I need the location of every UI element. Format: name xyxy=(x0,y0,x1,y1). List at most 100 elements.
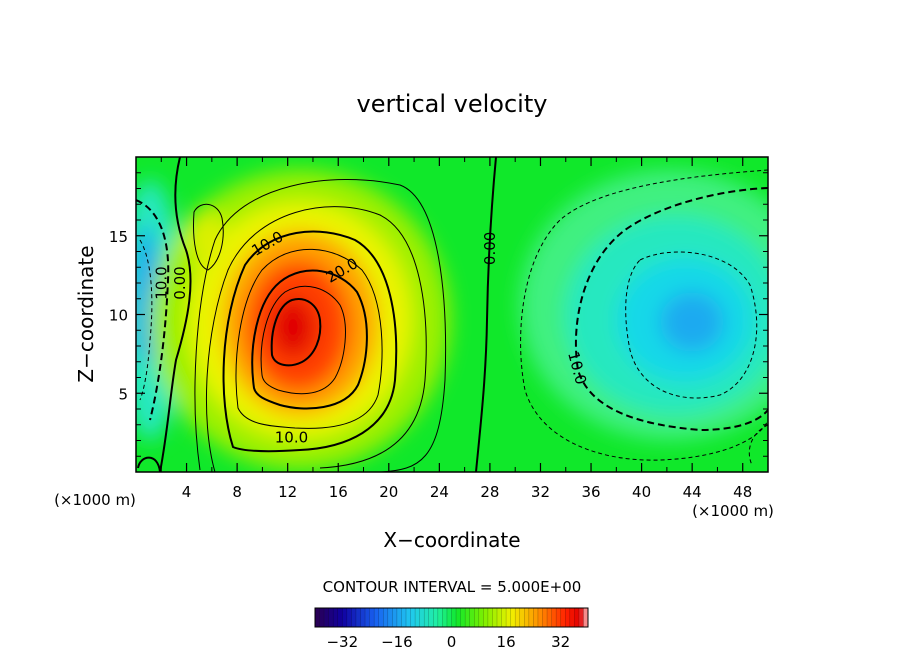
contour-5-updraft xyxy=(205,206,427,472)
velocity-field xyxy=(136,157,768,472)
colorbar-segment xyxy=(437,608,443,627)
colorbar-segment xyxy=(474,608,480,627)
colorbar-segment xyxy=(537,608,543,627)
x-unit-right: (×1000 m) xyxy=(692,502,774,520)
x-tick-label: 44 xyxy=(683,483,702,501)
colorbar-segment xyxy=(519,608,525,627)
colorbar-segment xyxy=(492,608,498,627)
colorbar-segment xyxy=(469,608,475,627)
colorbar-segment xyxy=(424,608,430,627)
colorbar-tick-label: 32 xyxy=(551,633,570,651)
colorbar-segment xyxy=(337,608,343,627)
colorbar-segment xyxy=(433,608,439,627)
colorbar-segment xyxy=(542,608,548,627)
chart-title: vertical velocity xyxy=(357,90,548,118)
colorbar-segment xyxy=(387,608,393,627)
contour-25-updraft xyxy=(260,285,346,395)
colorbar-segment xyxy=(497,608,502,627)
colorbar-segment xyxy=(501,608,507,627)
contour-30-updraft xyxy=(270,298,322,367)
colorbar-segment xyxy=(346,608,352,627)
colorbar-segment xyxy=(419,608,425,627)
x-tick-label: 48 xyxy=(733,483,752,501)
colorbar-segment xyxy=(415,608,420,627)
colorbar-segment xyxy=(551,608,557,627)
colorbar-segment xyxy=(565,608,571,627)
colorbar-segment xyxy=(465,608,470,627)
y-tick-label: 5 xyxy=(118,385,128,403)
x-tick-label: 20 xyxy=(379,483,398,501)
colorbar-tick-label: −32 xyxy=(326,633,358,651)
colorbar-segment xyxy=(428,608,434,627)
colorbar-segment xyxy=(401,608,407,627)
colorbar-segment xyxy=(406,608,411,627)
contour-neg-left-inner xyxy=(139,239,153,401)
colorbar-segment xyxy=(556,608,561,627)
contour-label: 0.00 xyxy=(171,266,189,299)
colorbar-segment xyxy=(365,608,370,627)
contour-label: 0.00 xyxy=(481,232,499,265)
colorbar-segment xyxy=(456,608,461,627)
contour-10-updraft xyxy=(222,230,398,453)
y-tick-label: 10 xyxy=(109,307,128,325)
y-axis: 5 10 15 xyxy=(109,172,768,457)
y-tick-label: 15 xyxy=(109,228,128,246)
colorbar-segment xyxy=(451,608,457,627)
contour-label: 10.0 xyxy=(152,266,170,299)
colorbar-segment xyxy=(324,608,329,627)
colorbar-segment xyxy=(524,608,530,627)
contour-neg15-right xyxy=(625,251,758,399)
colorbar-segment xyxy=(487,608,493,627)
colorbar-segment xyxy=(360,608,366,627)
x-tick-label: 8 xyxy=(232,483,242,501)
colorbar-segment xyxy=(410,608,416,627)
colorbar-segment xyxy=(578,608,584,627)
colorbar-frame xyxy=(314,607,589,628)
colorbar-segment xyxy=(460,608,466,627)
colorbar-segment xyxy=(396,608,402,627)
colorbar-segment xyxy=(574,608,580,627)
colorbar-segment xyxy=(333,608,339,627)
colorbar-segment xyxy=(351,608,357,627)
colorbar-tick-label: 0 xyxy=(447,633,457,651)
colorbar-segment xyxy=(528,608,534,627)
x-tick-label: 36 xyxy=(581,483,600,501)
contour-zero-middle xyxy=(475,157,497,472)
colorbar-segment xyxy=(533,608,539,627)
colorbar-segment xyxy=(383,608,389,627)
colorbar-segment xyxy=(342,608,348,627)
contour-small-updraft xyxy=(193,203,224,271)
colorbar-segment xyxy=(478,608,484,627)
colorbar-segment xyxy=(328,608,334,627)
y-axis-label: Z−coordinate xyxy=(74,245,98,382)
colorbar-segment xyxy=(583,608,589,627)
colorbar-segment xyxy=(374,608,379,627)
x-axis: 4 8 12 16 20 24 28 32 36 40 44 48 xyxy=(160,157,752,501)
contour-zero-bottom-left xyxy=(137,456,161,472)
x-tick-label: 32 xyxy=(531,483,550,501)
colorbar-tick-label: 16 xyxy=(497,633,516,651)
colorbar: −32 −16 0 16 32 xyxy=(314,607,589,651)
contour-neg10-right xyxy=(574,187,768,432)
colorbar-segment xyxy=(369,608,375,627)
downdraft-right-core xyxy=(660,292,724,352)
x-tick-label: 12 xyxy=(278,483,297,501)
x-tick-label: 28 xyxy=(480,483,499,501)
x-axis-label: X−coordinate xyxy=(383,528,520,552)
contour-20-updraft xyxy=(251,269,368,410)
x-tick-label: 40 xyxy=(632,483,651,501)
x-unit-left: (×1000 m) xyxy=(54,491,136,509)
contour-interval-text: CONTOUR INTERVAL = 5.000E+00 xyxy=(323,578,582,596)
colorbar-segment xyxy=(506,608,511,627)
x-tick-label: 16 xyxy=(329,483,348,501)
contour-5-outer xyxy=(194,179,447,472)
contour-label: 10.0 xyxy=(275,428,308,446)
contour-neg-right-corner xyxy=(748,424,768,466)
colorbar-segment xyxy=(510,608,516,627)
colorbar-segment xyxy=(392,608,398,627)
colorbar-segment xyxy=(378,608,384,627)
colorbar-segment xyxy=(547,608,552,627)
colorbar-segment xyxy=(446,608,452,627)
x-tick-label: 4 xyxy=(182,483,192,501)
contour-lines xyxy=(136,157,768,472)
